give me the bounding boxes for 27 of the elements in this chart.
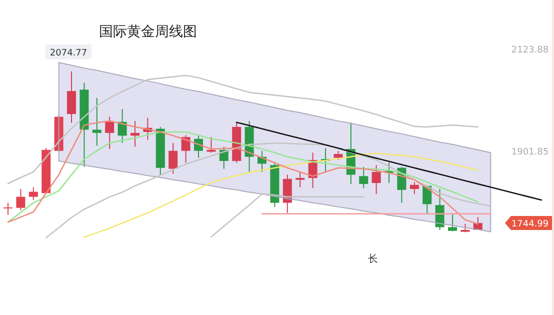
candlestick bbox=[16, 188, 26, 211]
candlestick bbox=[181, 134, 190, 164]
candlestick bbox=[92, 97, 102, 146]
candlestick bbox=[206, 136, 216, 154]
candlestick bbox=[296, 171, 305, 188]
candlestick bbox=[448, 214, 457, 232]
candlestick bbox=[4, 202, 12, 216]
candlestick bbox=[410, 182, 419, 195]
candlestick bbox=[359, 166, 368, 189]
text: 国际黄金周线图 bbox=[99, 24, 197, 40]
y-tick-label: 1901.85 bbox=[511, 147, 549, 158]
candlestick bbox=[130, 120, 140, 148]
line-series bbox=[84, 152, 479, 238]
y-tick-label: 2123.88 bbox=[511, 45, 549, 56]
line-series bbox=[7, 74, 479, 184]
candlestick bbox=[282, 174, 292, 214]
candlestick bbox=[28, 186, 38, 201]
line-series bbox=[45, 142, 492, 238]
candlestick bbox=[105, 116, 114, 150]
annotation: 2074.77 bbox=[50, 48, 88, 58]
candlestick bbox=[334, 150, 343, 161]
annotation: 长 bbox=[368, 253, 378, 265]
line-series bbox=[210, 193, 364, 238]
candlestick bbox=[168, 142, 178, 174]
candlestick bbox=[67, 70, 76, 124]
candlestick bbox=[372, 164, 381, 195]
annotation: 1744.99 bbox=[511, 220, 549, 230]
